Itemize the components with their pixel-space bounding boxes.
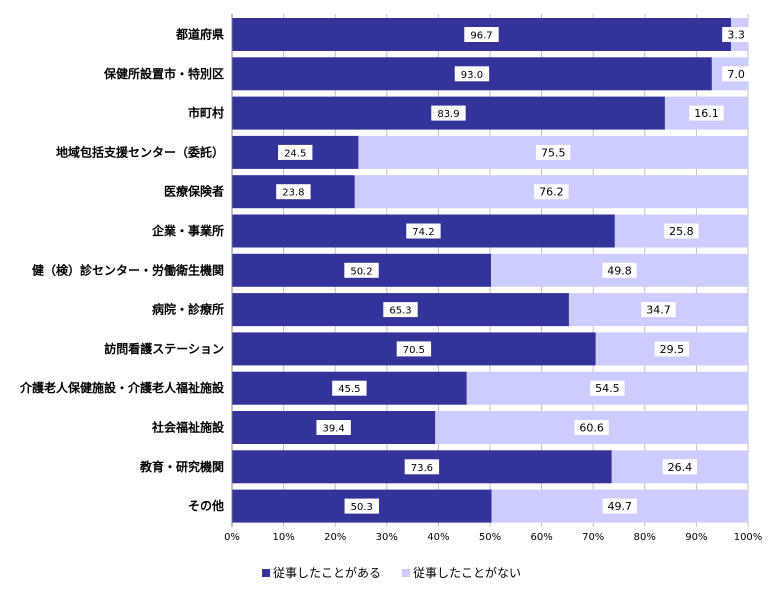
data-label-box: [332, 380, 367, 396]
legend-label-experienced: 従事したことがある: [273, 565, 381, 580]
data-label-box: [316, 420, 351, 435]
data-label-not-experienced: 76.2: [539, 186, 564, 199]
data-label-experienced: 24.5: [284, 148, 306, 159]
category-label: 保健所設置市・特別区: [103, 66, 224, 81]
data-label-not-experienced: 16.1: [694, 107, 719, 120]
data-label-box: [722, 66, 750, 82]
data-label-not-experienced: 25.8: [669, 225, 694, 238]
category-label: 医療保険者: [164, 184, 224, 199]
data-label-experienced: 45.5: [338, 384, 360, 395]
data-label-not-experienced: 54.5: [595, 382, 620, 395]
data-label-box: [464, 27, 499, 42]
data-label-box: [383, 302, 418, 318]
data-label-not-experienced: 29.5: [660, 343, 685, 356]
label-layer: 96.7 3.3 93.0 7.0 83.9 16.1 24.5 75.5 23.8 76.2 74…: [276, 27, 750, 514]
data-label-box: [722, 27, 750, 42]
data-label-box: [662, 459, 698, 475]
data-label-not-experienced: 26.4: [668, 461, 693, 474]
category-label: 病院・診療所: [152, 302, 224, 317]
data-label-not-experienced: 75.5: [541, 146, 566, 159]
data-label-box: [590, 380, 625, 396]
data-label-not-experienced: 60.6: [579, 422, 604, 435]
x-tick-label: 20%: [324, 532, 346, 543]
legend-swatch-experienced: [262, 569, 270, 577]
data-label-experienced: 70.5: [403, 345, 425, 356]
x-tick-label: 90%: [685, 532, 707, 543]
category-label: 社会福祉施設: [151, 420, 225, 435]
category-label: 介護老人保健施設・介護老人福祉施設: [19, 380, 225, 395]
data-label-box: [536, 144, 571, 160]
x-tick-label: 100%: [734, 532, 763, 543]
legend: 従事したことがある 従事したことがない: [262, 565, 521, 580]
x-tick-label: 10%: [272, 532, 294, 543]
data-label-box: [602, 498, 637, 514]
data-label-box: [406, 223, 441, 239]
data-label-experienced: 50.3: [351, 502, 373, 513]
category-label: 地域包括支援センター（委託）: [56, 144, 224, 159]
data-label-box: [404, 459, 440, 475]
x-tick-label: 80%: [634, 532, 656, 543]
data-label-not-experienced: 49.7: [608, 500, 633, 513]
x-tick-label: 70%: [582, 532, 604, 543]
data-label-experienced: 50.2: [350, 266, 372, 277]
data-label-box: [641, 302, 676, 318]
axis-layer: 0% 10% 20% 30% 40% 50% 60% 70% 80% 90% 100% 都道府県保健所…: [19, 14, 762, 543]
data-label-experienced: 65.3: [389, 306, 411, 317]
data-label-experienced: 74.2: [412, 227, 434, 238]
data-label-box: [654, 341, 690, 357]
x-tick-label: 0%: [224, 532, 240, 543]
x-tick-label: 50%: [479, 532, 501, 543]
data-label-experienced: 93.0: [461, 70, 483, 81]
data-label-not-experienced: 7.0: [727, 68, 745, 81]
category-label: 教育・研究機関: [139, 459, 224, 474]
legend-swatch-not-experienced: [402, 569, 410, 577]
data-label-box: [431, 105, 466, 121]
data-label-experienced: 73.6: [411, 463, 433, 474]
category-label: 市町村: [188, 105, 224, 120]
data-label-not-experienced: 3.3: [727, 29, 745, 42]
data-label-box: [278, 144, 313, 160]
data-label-experienced: 83.9: [437, 109, 459, 120]
x-tick-label: 60%: [530, 532, 552, 543]
x-tick-label: 40%: [427, 532, 449, 543]
category-label: その他: [188, 498, 224, 513]
data-label-box: [344, 498, 379, 514]
data-label-box: [664, 223, 699, 239]
category-label: 都道府県: [175, 27, 224, 42]
data-label-experienced: 39.4: [323, 424, 345, 435]
data-label-box: [534, 184, 569, 200]
data-label-experienced: 23.8: [282, 188, 304, 199]
category-label: 企業・事業所: [151, 223, 224, 238]
data-label-box: [276, 184, 311, 200]
data-label-box: [454, 66, 490, 82]
data-label-not-experienced: 34.7: [646, 304, 671, 317]
x-tick-label: 30%: [376, 532, 398, 543]
legend-label-not-experienced: 従事したことがない: [413, 565, 521, 580]
data-label-box: [344, 262, 379, 278]
data-label-box: [689, 105, 724, 121]
data-label-box: [602, 262, 637, 278]
data-label-not-experienced: 49.8: [607, 264, 632, 277]
category-label: 訪問看護ステーション: [104, 341, 224, 356]
category-label: 健（検）診センター・労働衛生機関: [32, 262, 224, 277]
data-label-box: [574, 420, 609, 435]
data-label-box: [396, 341, 432, 357]
data-label-experienced: 96.7: [470, 31, 492, 42]
